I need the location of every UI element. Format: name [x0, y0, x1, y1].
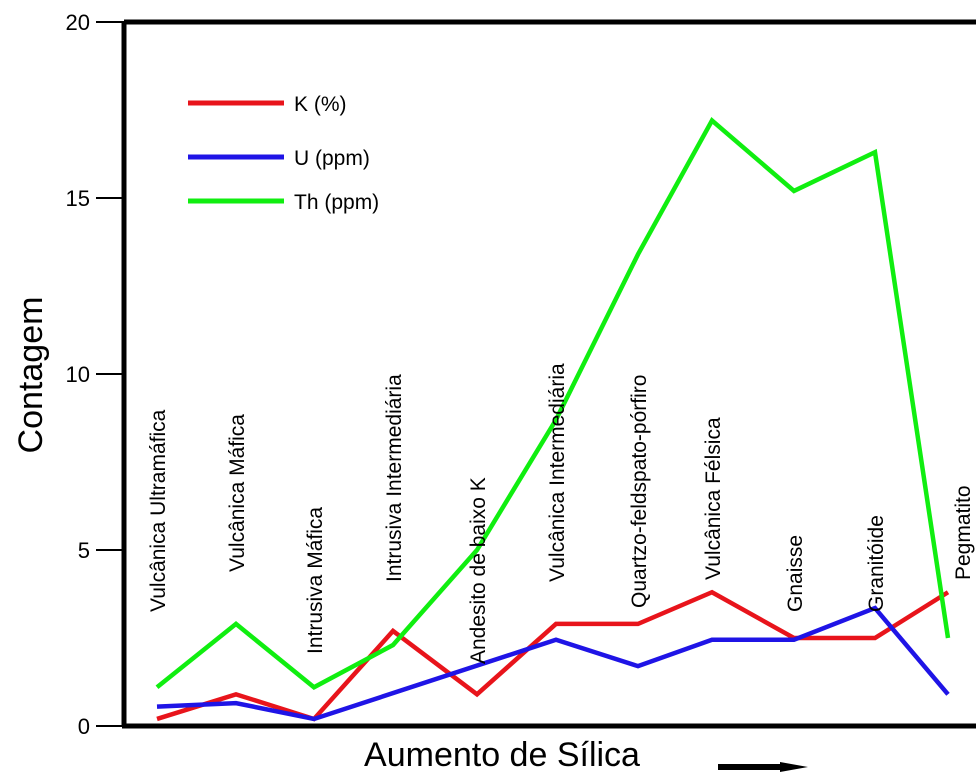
category-labels: Vulcânica Ultramáfica Vulcânica Máfica Int… — [147, 363, 975, 664]
category-label: Gnaisse — [784, 535, 807, 612]
series-line-3 — [155, 117, 951, 690]
y-tick-label: 0 — [78, 714, 90, 739]
legend: K (%) U (ppm) Th (ppm) — [188, 93, 379, 214]
y-tick-label: 15 — [66, 186, 90, 211]
category-label: Vulcânica Máfica — [226, 414, 249, 572]
category-label: Andesito de baixo K — [467, 477, 490, 664]
axes: 0 5 10 15 20 — [66, 10, 976, 739]
arrow-icon — [718, 762, 808, 772]
category-label: Vulcânica Félsica — [702, 417, 725, 580]
series-line-1 — [156, 589, 950, 722]
category-label: Vulcânica Ultramáfica — [147, 409, 170, 612]
legend-label-1: K (%) — [294, 93, 347, 116]
category-label: Granitóide — [865, 515, 888, 612]
legend-label-2: U (ppm) — [294, 147, 370, 170]
legend-label-3: Th (ppm) — [294, 191, 379, 214]
y-tick-label: 20 — [66, 10, 90, 35]
y-tick-label: 5 — [78, 538, 90, 563]
category-label: Quartzo-feldspato-pórfiro — [628, 375, 651, 608]
y-tick-label: 10 — [66, 362, 90, 387]
category-label: Vulcânica Intermediária — [546, 363, 569, 582]
series-line-2 — [156, 605, 950, 722]
y-axis-label: Contagem — [12, 297, 50, 454]
category-label: Pegmatito — [952, 485, 975, 580]
category-label: Intrusiva Máfica — [304, 507, 327, 654]
series-layer — [155, 117, 951, 722]
category-label: Intrusiva Intermediária — [383, 374, 406, 582]
x-axis-label: Aumento de Sílica — [364, 736, 640, 774]
